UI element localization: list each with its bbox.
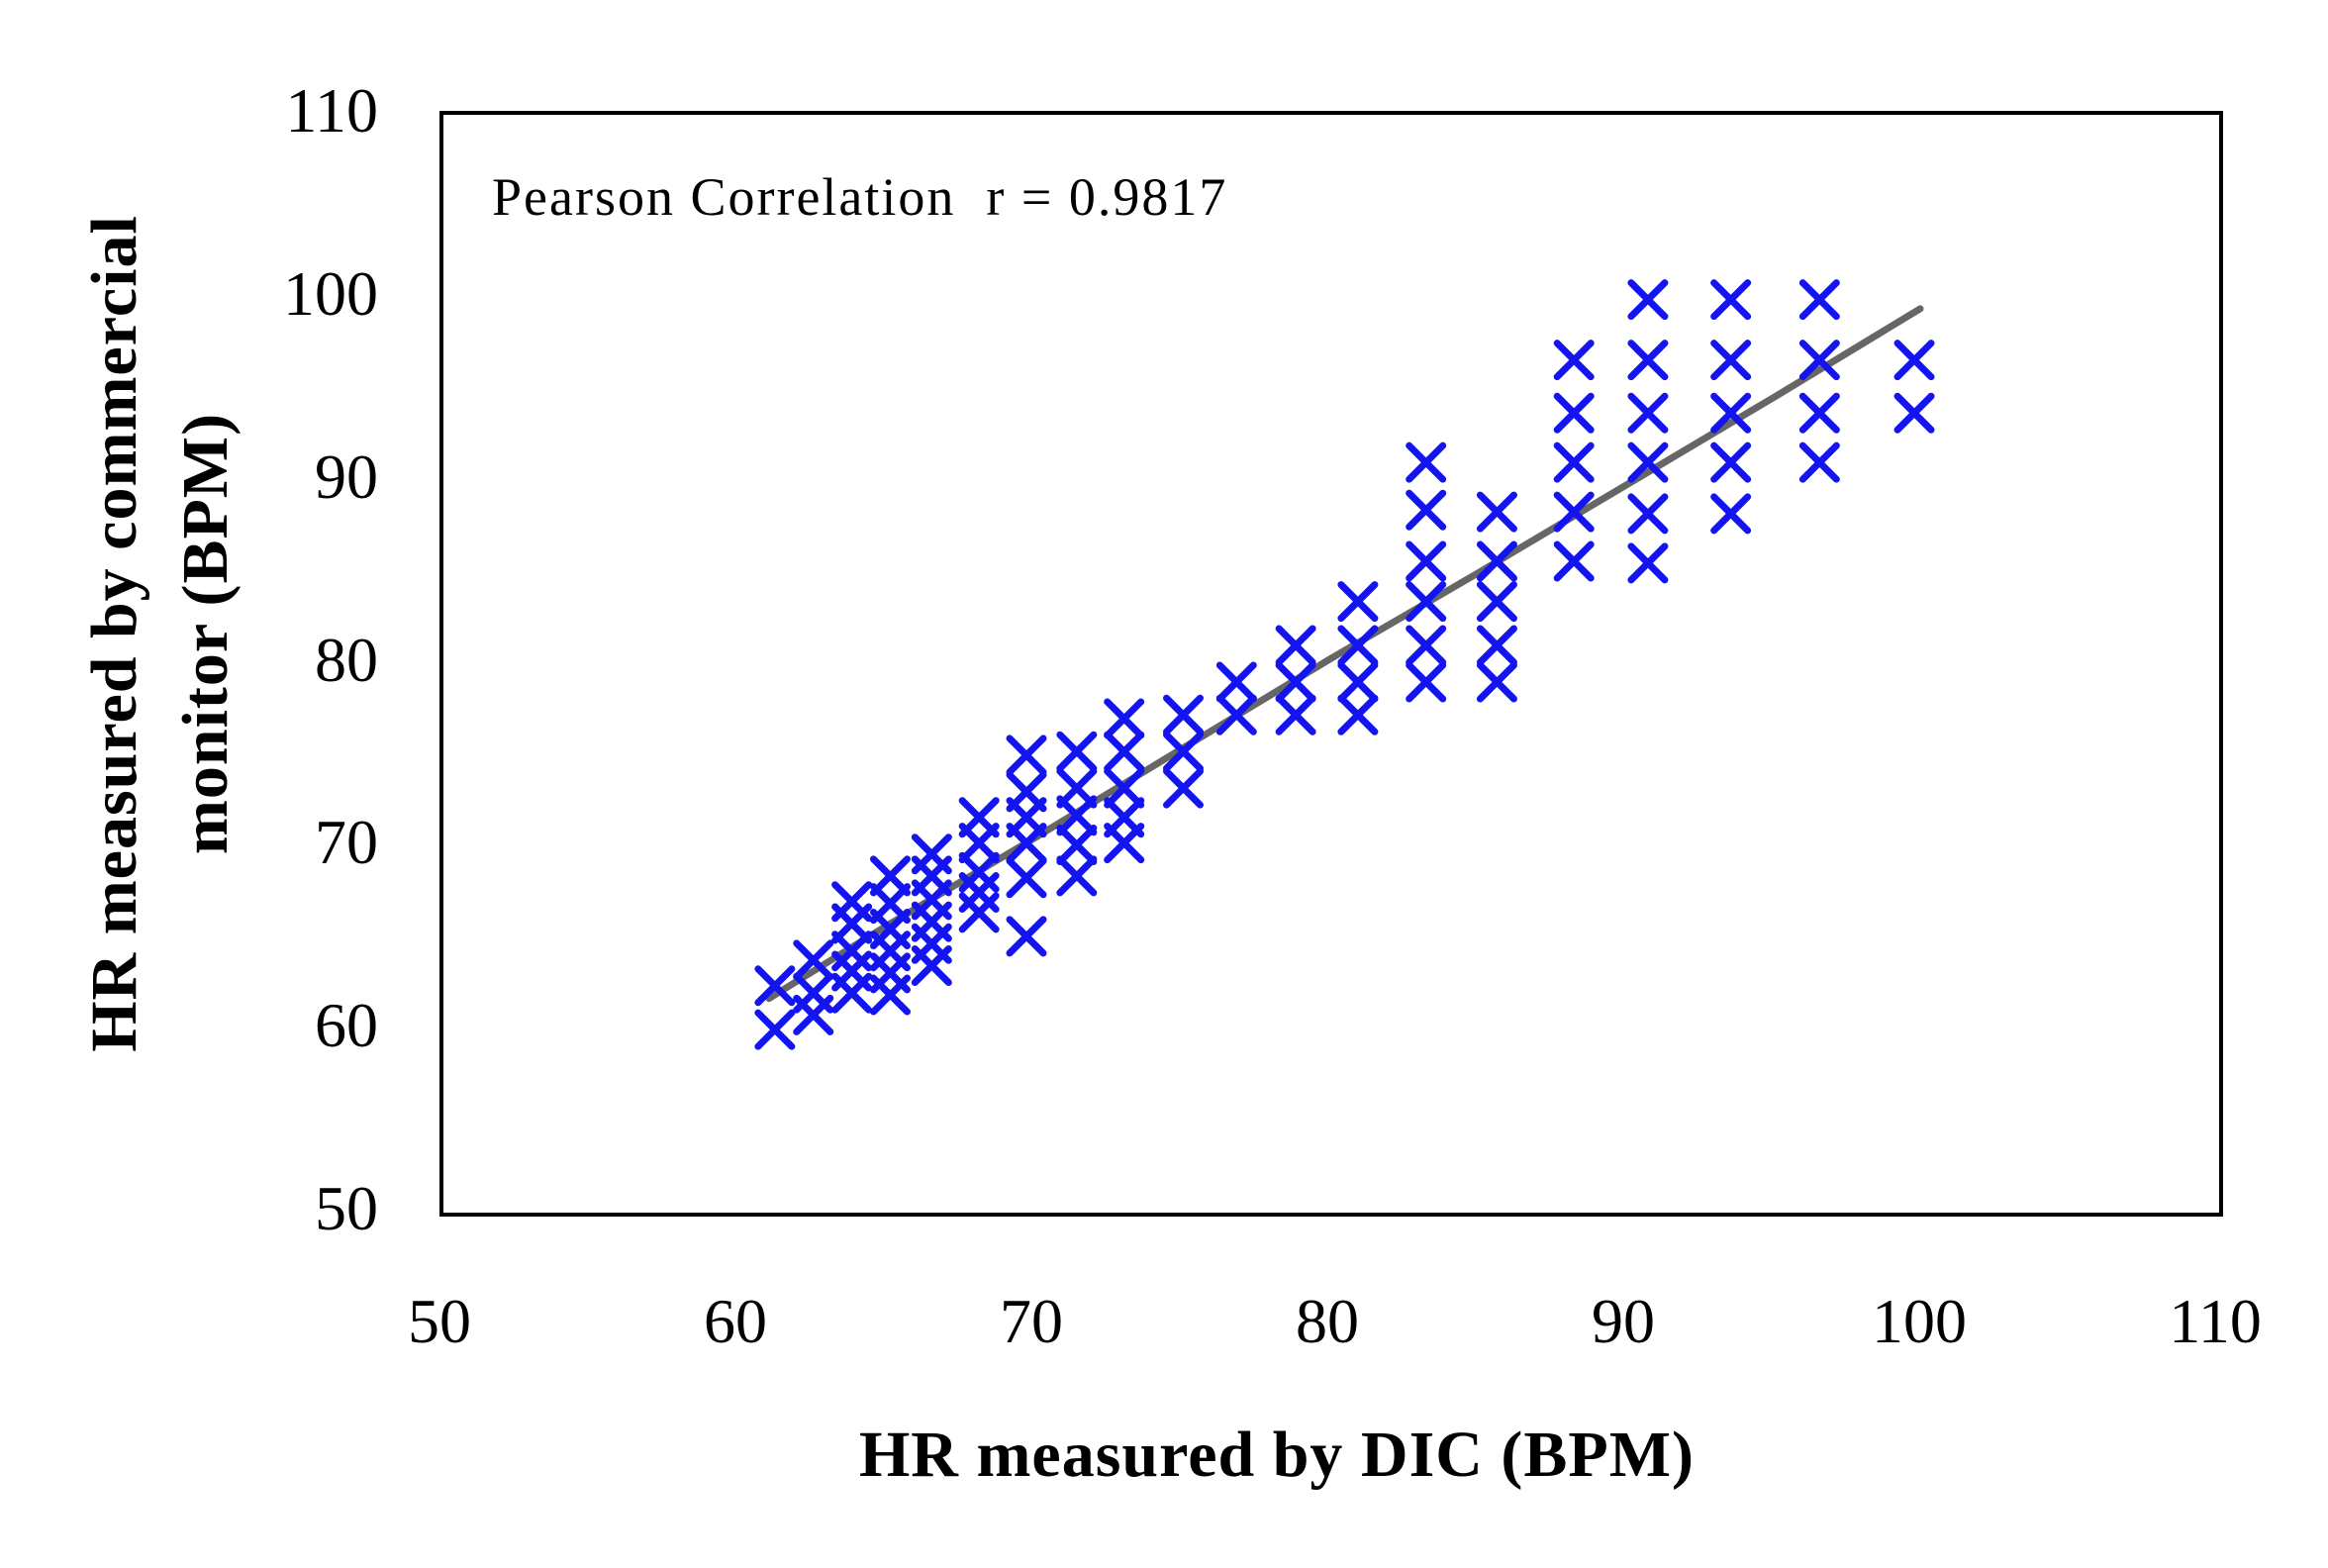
data-point-marker bbox=[1406, 441, 1447, 483]
data-point-marker bbox=[1553, 392, 1595, 434]
data-point-marker bbox=[1798, 340, 1840, 381]
data-point-marker bbox=[1104, 731, 1145, 772]
data-point-marker bbox=[1476, 661, 1517, 703]
data-point-marker bbox=[1163, 767, 1204, 809]
data-point-marker bbox=[1476, 581, 1517, 623]
data-point-marker bbox=[1553, 340, 1595, 381]
data-point-marker bbox=[831, 903, 873, 944]
x-tick-label-90: 90 bbox=[1592, 1286, 1655, 1356]
y-tick-label-60: 60 bbox=[315, 990, 378, 1061]
data-point-marker bbox=[911, 944, 952, 986]
y-tick-label-110: 110 bbox=[285, 75, 378, 146]
data-point-marker bbox=[1406, 661, 1447, 703]
data-point-marker bbox=[1056, 767, 1098, 809]
data-point-marker bbox=[1627, 441, 1669, 483]
data-point-marker bbox=[1627, 392, 1669, 434]
x-tick-label-110: 110 bbox=[2169, 1286, 2262, 1356]
x-tick-label-70: 70 bbox=[1000, 1286, 1063, 1356]
data-point-marker bbox=[1710, 392, 1752, 434]
data-point-marker bbox=[1275, 661, 1316, 703]
data-point-marker bbox=[869, 855, 911, 897]
trendline bbox=[765, 305, 1924, 1003]
x-tick-label-60: 60 bbox=[704, 1286, 767, 1356]
data-point-marker bbox=[1553, 441, 1595, 483]
y-tick-label-80: 80 bbox=[315, 624, 378, 695]
data-point-marker bbox=[1627, 340, 1669, 381]
x-axis-title: HR measured by DIC (BPM) bbox=[858, 1419, 1696, 1491]
data-point-marker bbox=[754, 965, 796, 1007]
data-point-marker bbox=[1006, 823, 1047, 864]
data-point-marker bbox=[1056, 824, 1098, 865]
data-point-marker bbox=[1275, 694, 1316, 735]
y-tick-label-50: 50 bbox=[315, 1173, 378, 1243]
data-point-marker bbox=[1406, 625, 1447, 666]
data-point-marker bbox=[1337, 694, 1379, 735]
data-point-marker bbox=[869, 974, 911, 1016]
data-point-marker bbox=[1104, 698, 1145, 739]
data-point-marker bbox=[793, 994, 834, 1035]
data-point-marker bbox=[1476, 625, 1517, 666]
data-point-marker bbox=[958, 823, 1000, 864]
data-point-marker bbox=[1406, 489, 1447, 531]
data-point-marker bbox=[1337, 581, 1379, 623]
data-point-marker bbox=[1627, 279, 1669, 321]
data-point-marker bbox=[1710, 340, 1752, 381]
data-point-marker bbox=[1215, 661, 1257, 703]
data-point-marker bbox=[1104, 767, 1145, 809]
x-tick-label-80: 80 bbox=[1296, 1286, 1359, 1356]
y-axis-title-line1: HR measured by commercial bbox=[78, 215, 150, 1052]
y-tick-label-90: 90 bbox=[315, 441, 378, 512]
data-point-marker bbox=[1476, 540, 1517, 582]
data-point-marker bbox=[754, 1009, 796, 1050]
x-tick-label-100: 100 bbox=[1872, 1286, 1967, 1356]
data-point-marker bbox=[1627, 542, 1669, 584]
data-point-marker bbox=[1056, 731, 1098, 772]
data-point-marker bbox=[1476, 491, 1517, 533]
data-point-marker bbox=[1163, 694, 1204, 735]
data-point-marker bbox=[1710, 441, 1752, 483]
data-point-marker bbox=[1104, 823, 1145, 864]
data-point-marker bbox=[1710, 279, 1752, 321]
data-point-marker bbox=[1798, 279, 1840, 321]
data-point-marker bbox=[1275, 625, 1316, 666]
data-point-marker bbox=[1056, 855, 1098, 897]
data-point-marker bbox=[1163, 731, 1204, 772]
data-point-marker bbox=[1893, 392, 1935, 434]
data-point-marker bbox=[1710, 493, 1752, 535]
plot-area bbox=[439, 111, 2223, 1217]
data-point-marker bbox=[793, 939, 834, 981]
data-point-marker bbox=[831, 972, 873, 1014]
data-point-marker bbox=[1006, 916, 1047, 957]
data-point-marker bbox=[1215, 694, 1257, 735]
data-point-marker bbox=[1006, 857, 1047, 899]
scatter-plot-canvas bbox=[754, 279, 1935, 1050]
data-point-marker bbox=[1627, 493, 1669, 535]
data-point-marker bbox=[1006, 735, 1047, 776]
data-point-marker bbox=[1553, 491, 1595, 533]
data-point-marker bbox=[1798, 392, 1840, 434]
y-tick-label-70: 70 bbox=[315, 807, 378, 878]
data-point-marker bbox=[1337, 625, 1379, 666]
data-point-marker bbox=[1406, 540, 1447, 582]
data-point-marker bbox=[1798, 441, 1840, 483]
data-point-marker bbox=[1056, 795, 1098, 836]
y-tick-label-100: 100 bbox=[283, 257, 378, 329]
data-point-marker bbox=[1406, 581, 1447, 623]
data-point-marker bbox=[1337, 661, 1379, 703]
data-point-marker bbox=[1553, 540, 1595, 582]
data-point-marker bbox=[958, 892, 1000, 933]
data-point-marker bbox=[1893, 340, 1935, 381]
x-tick-label-50: 50 bbox=[408, 1286, 471, 1356]
pearson-correlation-annotation: Pearson Correlation r = 0.9817 bbox=[492, 167, 1228, 227]
